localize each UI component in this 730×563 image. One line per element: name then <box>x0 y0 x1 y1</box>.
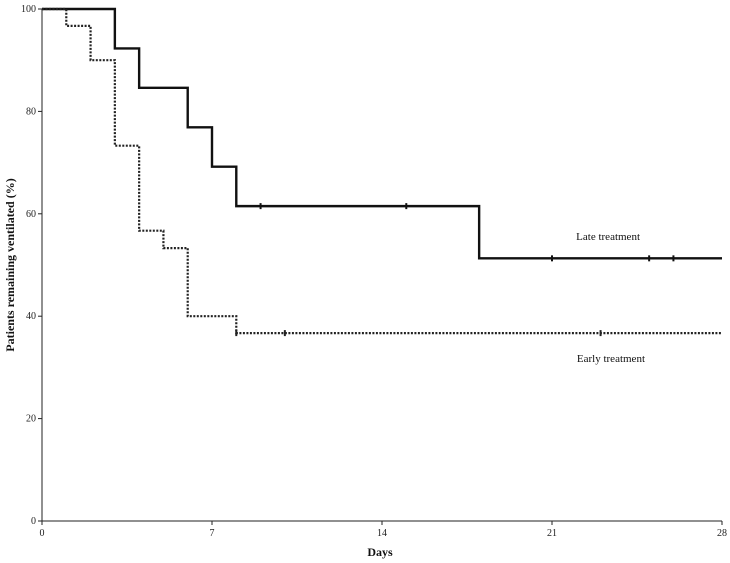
series-layer <box>42 7 722 337</box>
y-tick-label: 80 <box>26 106 36 117</box>
y-axis: 0 20 40 60 80 100 <box>21 4 43 527</box>
series-line <box>42 7 722 335</box>
x-tick-label: 14 <box>377 528 387 539</box>
y-tick-label: 0 <box>31 516 36 527</box>
late-treatment-label: Late treatment <box>576 231 640 243</box>
x-tick-label: 28 <box>717 528 727 539</box>
x-tick-label: 7 <box>210 528 215 539</box>
y-axis-title: Patients remaining ventilated (%) <box>3 178 17 351</box>
x-axis-title: Days <box>367 545 393 559</box>
y-tick-label: 100 <box>21 4 36 15</box>
y-tick-label: 60 <box>26 209 36 220</box>
x-axis: 0 7 14 21 28 <box>40 520 727 539</box>
x-tick-label: 21 <box>547 528 557 539</box>
x-tick-label: 0 <box>40 528 45 539</box>
early-treatment-label: Early treatment <box>577 353 645 365</box>
y-tick-label: 40 <box>26 311 36 322</box>
series-line <box>42 7 722 260</box>
series-early-treatment <box>42 7 722 337</box>
series-late-treatment <box>42 7 722 262</box>
y-tick-label: 20 <box>26 414 36 425</box>
